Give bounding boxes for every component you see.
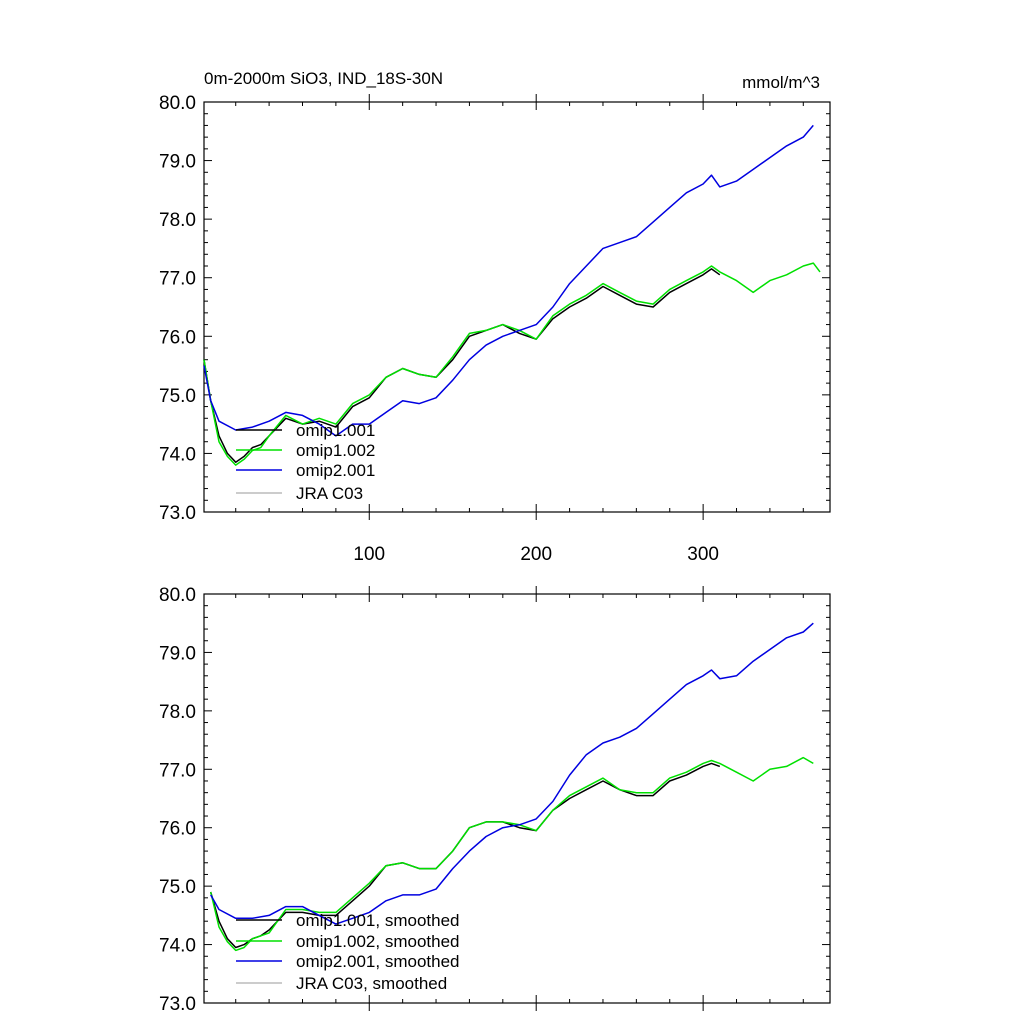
y-tick-label: 76.0: [159, 819, 196, 840]
top-panel: 73.0 74.0 75.0 76.0 77.0 78.0 79.0 80.0 100 200 30…: [159, 93, 831, 565]
bottom-panel: 73.0 74.0 75.0 76.0 77.0 78.0 79.0 80.0 omip1.00…: [159, 585, 831, 1015]
y-tick-label: 80.0: [159, 585, 196, 606]
y-tick-label: 77.0: [159, 269, 196, 290]
series-line: [209, 756, 814, 952]
legend: omip1.001, smoothed omip1.002, smoothedom…: [236, 911, 460, 993]
y-tick-label: 73.0: [159, 503, 196, 524]
y-tick-label: 78.0: [159, 702, 196, 723]
x-tick-label: 200: [520, 544, 552, 565]
legend-label: omip1.002, smoothed: [296, 932, 460, 951]
plot-frame: [203, 593, 831, 1004]
y-tick-label: 79.0: [159, 643, 196, 664]
y-tick-label: 74.0: [159, 936, 196, 957]
series-line: [210, 622, 814, 925]
y-tick-label: 80.0: [159, 93, 196, 114]
y-tick-label: 75.0: [159, 386, 196, 407]
legend-label: JRA C03, smoothed: [296, 974, 447, 993]
y-tick-label: 78.0: [159, 210, 196, 231]
units-label: mmol/m^3: [742, 73, 820, 92]
series-line: [203, 268, 721, 463]
y-tick-label: 75.0: [159, 877, 196, 898]
legend-label: omip2.001, smoothed: [296, 952, 460, 971]
legend-label: omip2.001: [296, 461, 375, 480]
x-tick-label: 300: [687, 544, 719, 565]
y-tick-label: 74.0: [159, 444, 196, 465]
series-line: [203, 124, 814, 437]
chart-title: 0m-2000m SiO3, IND_18S-30N: [204, 69, 443, 88]
y-tick-label: 73.0: [159, 994, 196, 1015]
legend-label: JRA C03: [296, 484, 363, 503]
series-line: [203, 262, 821, 466]
y-tick-label: 79.0: [159, 152, 196, 173]
legend-label: omip1.001: [296, 421, 375, 440]
x-tick-label: 100: [353, 544, 385, 565]
y-tick-label: 76.0: [159, 327, 196, 348]
legend-label: omip1.001, smoothed: [296, 911, 460, 930]
plot-frame: [203, 101, 831, 513]
y-tick-label: 77.0: [159, 760, 196, 781]
legend-label: omip1.002: [296, 441, 375, 460]
